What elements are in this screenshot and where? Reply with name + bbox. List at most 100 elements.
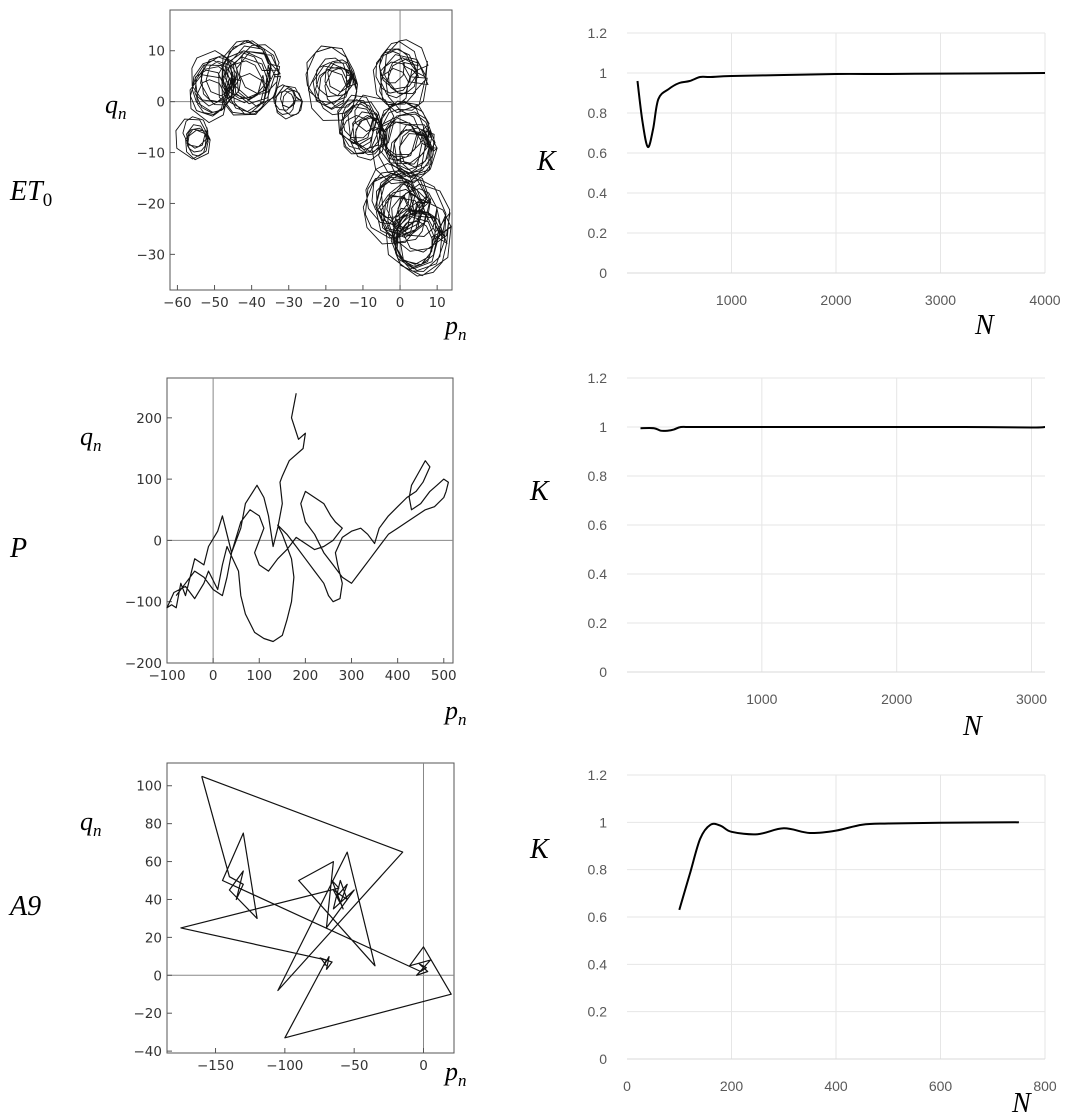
y-tick-label: 80 xyxy=(145,817,162,833)
y-tick-label: 40 xyxy=(145,892,162,908)
plot-frame xyxy=(169,9,453,291)
x-tick-label: 800 xyxy=(1033,1078,1057,1094)
x-tick-label: 300 xyxy=(339,668,365,684)
k-chart-et0: 0 0.2 0.4 0.6 0.8 1 1.2 1000 2000 3000 4000 N K xyxy=(536,25,1061,341)
row-label-et0: ET0 xyxy=(9,176,52,211)
y-tick-label: −20 xyxy=(137,196,166,212)
trajectory-cluster xyxy=(189,50,242,124)
x-tick-label: 1000 xyxy=(716,292,747,308)
trajectory-mini-cluster xyxy=(319,955,333,970)
x-tick-label: 100 xyxy=(246,668,272,684)
y-tick-label: 0 xyxy=(153,533,162,549)
x-tick-label: −100 xyxy=(148,668,185,684)
y-tick-label: −100 xyxy=(125,595,162,611)
x-tick-label: 2000 xyxy=(881,691,912,707)
x-tick-label: 0 xyxy=(396,295,405,311)
x-tick-label: 1000 xyxy=(746,691,777,707)
q-axis-label: qn xyxy=(80,422,102,455)
x-tick-label: 400 xyxy=(385,668,411,684)
y-tick-label: 1.2 xyxy=(588,767,608,783)
trajectory-cluster xyxy=(372,39,429,114)
trajectory-cluster xyxy=(272,84,304,120)
x-tick-label: 2000 xyxy=(820,292,851,308)
n-axis-label: N xyxy=(962,711,983,742)
y-tick-label: 0.2 xyxy=(588,615,608,631)
y-tick-label: 1 xyxy=(599,419,607,435)
y-tick-label: 0 xyxy=(599,265,607,281)
x-tick-label: 4000 xyxy=(1029,292,1060,308)
x-tick-label: −50 xyxy=(200,295,229,311)
y-tick-label: 0.4 xyxy=(588,566,608,582)
trajectory-cluster xyxy=(175,116,211,161)
y-tick-label: −10 xyxy=(137,146,166,162)
k-axis-label: K xyxy=(529,834,550,865)
p-axis-label: pn xyxy=(443,311,467,344)
trajectory-path xyxy=(166,393,449,643)
trajectory-path xyxy=(180,775,452,1039)
k-series-line xyxy=(678,821,1019,911)
y-tick-label: 0 xyxy=(599,664,607,680)
x-tick-label: 200 xyxy=(292,668,318,684)
x-tick-label: 0 xyxy=(623,1078,631,1094)
y-tick-label: 1 xyxy=(599,65,607,81)
x-tick-label: 200 xyxy=(720,1078,744,1094)
y-tick-label: 60 xyxy=(145,855,162,871)
y-tick-label: −40 xyxy=(134,1044,163,1060)
y-tick-label: −30 xyxy=(137,247,166,263)
trajectory-cluster xyxy=(371,100,438,185)
y-tick-label: 1 xyxy=(599,814,607,830)
x-tick-label: −30 xyxy=(274,295,303,311)
trajectory-cluster xyxy=(305,45,359,121)
k-series-line xyxy=(640,425,1046,432)
y-tick-label: −200 xyxy=(125,656,162,672)
y-tick-label: −20 xyxy=(134,1006,163,1022)
plot-frame xyxy=(166,377,454,664)
y-tick-label: 0.2 xyxy=(588,225,608,241)
y-tick-label: 0.6 xyxy=(588,145,608,161)
k-axis-label: K xyxy=(529,476,550,507)
y-tick-label: 200 xyxy=(136,411,162,427)
y-tick-label: 0.8 xyxy=(588,468,608,484)
y-tick-label: 100 xyxy=(136,779,162,795)
x-tick-label: −150 xyxy=(197,1058,234,1074)
y-tick-label: 20 xyxy=(145,930,162,946)
x-tick-label: −100 xyxy=(266,1058,303,1074)
y-tick-label: 0.2 xyxy=(588,1004,608,1020)
trajectory-cluster xyxy=(218,39,282,116)
y-tick-label: 1.2 xyxy=(588,25,608,41)
y-tick-label: 0.4 xyxy=(588,185,608,201)
q-axis-label: qn xyxy=(80,807,102,840)
y-tick-label: 0.4 xyxy=(588,956,608,972)
k-axis-label: K xyxy=(536,146,557,177)
phase-portrait-a9: −150 −100 −50 0 100 80 60 40 20 0 −20 −40 pn qn xyxy=(80,762,467,1090)
y-tick-label: 0 xyxy=(153,968,162,984)
y-tick-label: 0 xyxy=(156,95,165,111)
x-tick-label: 3000 xyxy=(1016,691,1047,707)
q-axis-label: qn xyxy=(105,90,127,123)
y-tick-label: 0.6 xyxy=(588,517,608,533)
x-tick-label: 400 xyxy=(824,1078,848,1094)
n-axis-label: N xyxy=(974,310,995,341)
x-tick-label: 0 xyxy=(209,668,218,684)
trajectory-cluster xyxy=(385,179,452,277)
x-tick-label: −20 xyxy=(312,295,341,311)
y-tick-label: 1.2 xyxy=(588,370,608,386)
x-tick-label: −60 xyxy=(163,295,192,311)
x-tick-label: −50 xyxy=(340,1058,369,1074)
p-axis-label: pn xyxy=(443,1057,467,1090)
x-tick-label: 500 xyxy=(431,668,457,684)
y-tick-label: 0.8 xyxy=(588,862,608,878)
x-tick-label: 600 xyxy=(929,1078,953,1094)
y-tick-label: 10 xyxy=(148,44,165,60)
x-tick-label: −10 xyxy=(349,295,378,311)
y-tick-label: 0.6 xyxy=(588,909,608,925)
x-tick-label: −40 xyxy=(237,295,266,311)
x-tick-label: 3000 xyxy=(925,292,956,308)
n-axis-label: N xyxy=(1011,1088,1032,1118)
row-label-p: P xyxy=(9,533,27,564)
plot-frame xyxy=(166,762,455,1054)
k-chart-p: 0 0.2 0.4 0.6 0.8 1 1.2 1000 2000 3000 N K xyxy=(529,370,1047,742)
k-series-line xyxy=(636,72,1046,149)
